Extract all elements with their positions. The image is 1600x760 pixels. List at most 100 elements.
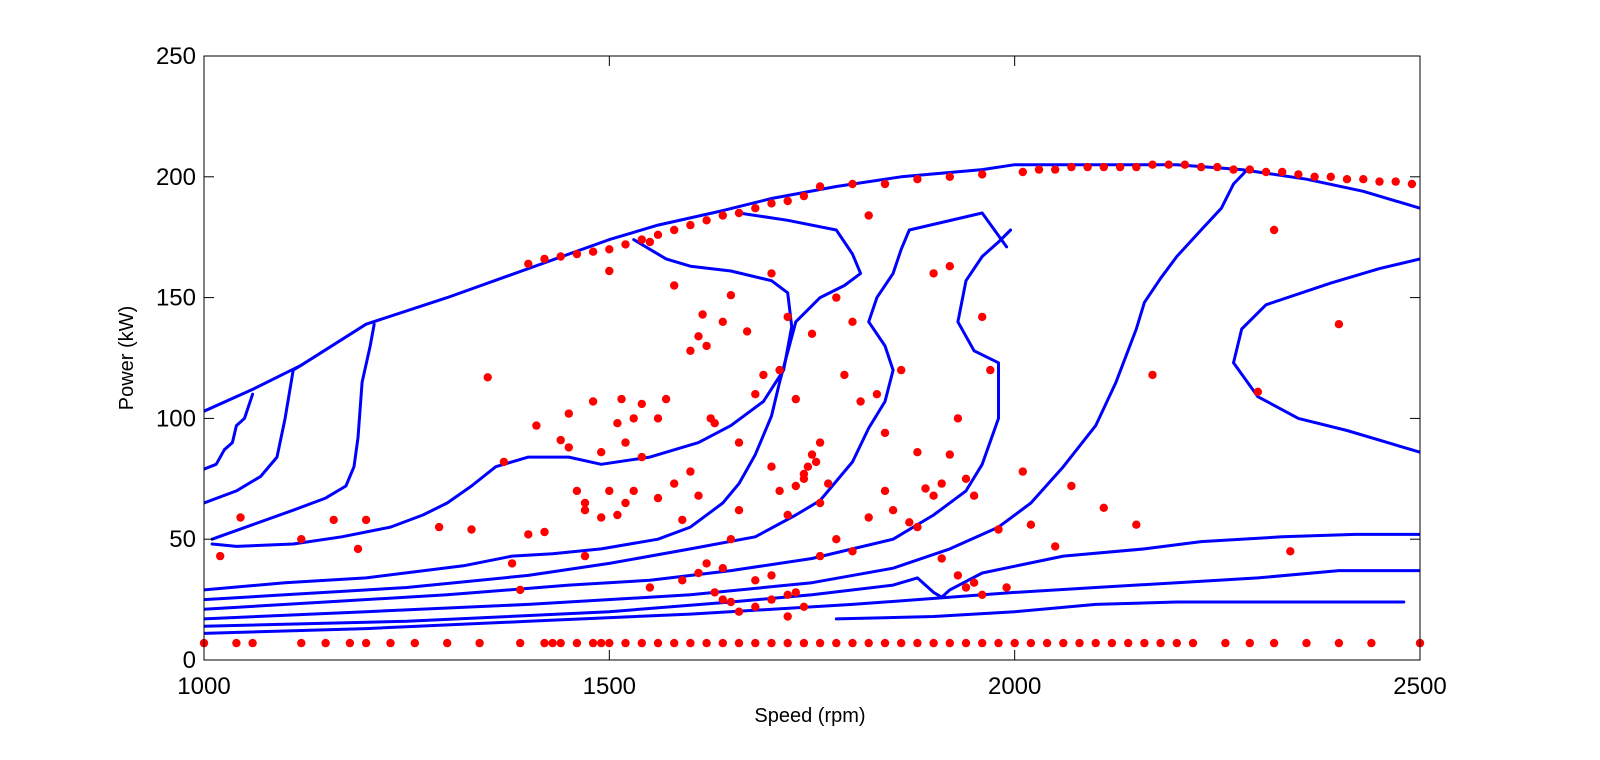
data-point xyxy=(751,204,760,213)
data-point xyxy=(726,535,736,544)
data-point xyxy=(540,638,549,648)
data-point xyxy=(945,172,954,181)
data-point xyxy=(751,638,760,648)
data-point xyxy=(921,484,930,493)
x-tick-label: 2500 xyxy=(1393,673,1446,700)
data-point xyxy=(410,638,419,648)
data-point xyxy=(580,551,590,561)
data-point xyxy=(1326,172,1336,181)
data-point xyxy=(572,249,582,259)
x-axis-label: Speed (rpm) xyxy=(754,705,865,727)
tick-labels: 1000 1500 2000 2500 0 50 100 150 200 250 xyxy=(156,43,1447,700)
data-point xyxy=(1407,179,1417,189)
data-point xyxy=(807,329,817,338)
data-point xyxy=(686,467,695,476)
data-point xyxy=(815,182,825,191)
data-point xyxy=(540,527,549,537)
data-point xyxy=(1261,167,1271,177)
data-point xyxy=(969,578,979,587)
data-point xyxy=(1124,638,1133,648)
data-point xyxy=(605,638,614,648)
contour-line-8 xyxy=(204,228,1013,611)
data-point xyxy=(232,638,241,648)
data-point xyxy=(516,585,525,595)
axes xyxy=(203,55,1421,661)
data-point xyxy=(880,428,890,438)
data-point xyxy=(564,443,573,452)
data-point xyxy=(694,568,703,578)
data-point xyxy=(702,638,711,648)
data-point xyxy=(824,479,833,488)
x-tick-label: 2000 xyxy=(988,673,1041,700)
data-point xyxy=(953,571,963,580)
data-point xyxy=(945,262,954,271)
y-tick-label: 100 xyxy=(156,405,196,432)
data-point xyxy=(702,216,711,225)
data-point xyxy=(1156,638,1165,648)
data-point xyxy=(645,583,655,592)
data-point xyxy=(621,498,630,508)
data-point xyxy=(856,397,865,406)
data-point xyxy=(637,235,646,244)
data-point xyxy=(588,397,598,406)
data-point xyxy=(1342,175,1352,184)
data-point xyxy=(653,493,663,503)
data-point xyxy=(1269,638,1279,648)
data-point xyxy=(978,638,987,648)
y-tick-label: 250 xyxy=(156,43,196,70)
y-tick-label: 0 xyxy=(183,647,196,674)
data-point xyxy=(1334,638,1344,648)
data-point xyxy=(897,638,906,648)
data-point xyxy=(467,525,476,534)
data-point xyxy=(1018,167,1027,177)
data-point xyxy=(783,312,792,322)
data-point xyxy=(1075,638,1084,648)
data-point xyxy=(1042,638,1052,648)
data-point xyxy=(961,638,971,648)
data-point xyxy=(580,506,590,515)
data-point xyxy=(718,211,727,220)
data-point xyxy=(524,259,533,268)
data-point xyxy=(621,638,630,648)
data-point xyxy=(329,515,338,525)
x-tick-label: 1500 xyxy=(583,673,636,700)
data-point xyxy=(1245,638,1255,648)
data-point xyxy=(670,479,679,488)
data-point xyxy=(1196,162,1206,172)
contour-line-12 xyxy=(834,600,1406,621)
data-point xyxy=(613,419,622,428)
data-point xyxy=(540,254,549,264)
data-point xyxy=(815,498,825,508)
data-point xyxy=(1051,542,1060,551)
data-point xyxy=(564,409,573,418)
contour-line-13 xyxy=(1232,257,1420,454)
data-point xyxy=(1367,638,1376,648)
data-point xyxy=(718,595,727,604)
data-point xyxy=(556,638,565,648)
data-point xyxy=(629,486,638,496)
data-point xyxy=(248,638,257,648)
data-point xyxy=(1018,467,1027,476)
y-tick-label: 200 xyxy=(156,164,196,191)
data-point xyxy=(791,481,800,491)
data-point xyxy=(969,491,979,500)
data-point xyxy=(443,638,452,648)
data-point xyxy=(1221,638,1230,648)
data-point xyxy=(913,448,922,457)
data-point xyxy=(799,638,809,648)
data-point xyxy=(1010,638,1019,648)
data-point xyxy=(832,293,841,302)
data-point xyxy=(840,370,849,380)
data-point xyxy=(832,638,841,648)
data-point xyxy=(742,327,752,336)
data-point xyxy=(702,559,711,568)
data-point xyxy=(710,419,719,428)
data-point xyxy=(767,199,776,208)
data-point xyxy=(297,638,306,648)
data-point xyxy=(897,365,906,375)
data-point xyxy=(1067,481,1076,491)
data-point xyxy=(1229,165,1238,174)
contour-line-7 xyxy=(204,211,1009,602)
data-point xyxy=(803,462,813,471)
